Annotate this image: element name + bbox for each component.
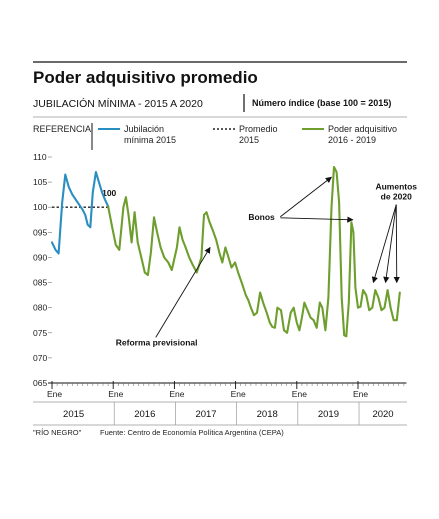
year-label-2016: 2016 (134, 409, 155, 420)
y-tick-label-095: 095 (33, 227, 47, 237)
year-label-2015: 2015 (63, 409, 84, 420)
arrow-aumentos-2 (393, 204, 400, 284)
annotation-bonos: Bonos (248, 212, 275, 222)
x-tick-label-ene-1: Ene (108, 389, 123, 399)
year-label-2018: 2018 (257, 409, 278, 420)
subtitle: JUBILACIÓN MÍNIMA - 2015 A 2020 (33, 97, 203, 110)
series-line-1 (107, 165, 401, 338)
x-tick-label-ene-3: Ene (231, 389, 246, 399)
year-label-2019: 2019 (318, 409, 339, 420)
y-tick-label-070: 070 (33, 353, 47, 363)
year-label-2020: 2020 (372, 409, 393, 420)
legend-label-jubilacion-2: mínima 2015 (124, 135, 176, 145)
annotation-aumentos-0: Aumentos (375, 182, 417, 192)
x-tick-label-ene-5: Ene (353, 389, 368, 399)
series-line-0 (50, 171, 110, 255)
page-title: Poder adquisitivo promedio (33, 68, 258, 87)
reference-label: 100 (102, 188, 116, 198)
y-tick-label-105: 105 (33, 177, 47, 187)
legend-label-poder-1: Poder adquisitivo (328, 124, 397, 134)
plot-series: 100 (50, 165, 401, 338)
legend-label-poder-2: 2016 - 2019 (328, 135, 376, 145)
y-tick-label-075: 075 (33, 328, 47, 338)
y-tick-label-110: 110 (33, 152, 47, 162)
y-tick-label-085: 085 (33, 278, 47, 288)
y-tick-label-100: 100 (33, 202, 47, 212)
arrow-bonos-1 (280, 176, 332, 218)
year-label-2017: 2017 (195, 409, 216, 420)
arrow-aumentos-1 (383, 204, 397, 284)
annotation-reforma-previsional: Reforma previsional (116, 337, 198, 347)
x-tick-label-ene-0: Ene (47, 389, 62, 399)
x-tick-label-ene-2: Ene (169, 389, 184, 399)
y-tick-label-065: 065 (33, 378, 47, 388)
x-tick-label-ene-4: Ene (292, 389, 307, 399)
y-tick-label-090: 090 (33, 252, 47, 262)
legend-label-jubilacion-1: Jubilación (124, 124, 164, 134)
legend: REFERENCIA Jubilación mínima 2015 Promed… (33, 123, 397, 150)
source-note: Fuente: Centro de Economía Política Arge… (100, 428, 284, 437)
arrow-aumentos-0 (371, 204, 397, 284)
y-tick-label-080: 080 (33, 303, 47, 313)
legend-label-promedio-2: 2015 (239, 135, 259, 145)
index-note: Número índice (base 100 = 2015) (252, 98, 391, 108)
arrow-reforma (155, 246, 211, 338)
source-tag: "RÍO NEGRO" (33, 428, 82, 437)
y-axis: 110 105 100 095 090 085 080 075 070 065 (33, 152, 52, 388)
legend-label-promedio-1: Promedio (239, 124, 278, 134)
legend-heading: REFERENCIA (33, 124, 91, 134)
arrow-bonos-2 (280, 216, 354, 223)
annotation-aumentos-1: de 2020 (381, 192, 412, 202)
